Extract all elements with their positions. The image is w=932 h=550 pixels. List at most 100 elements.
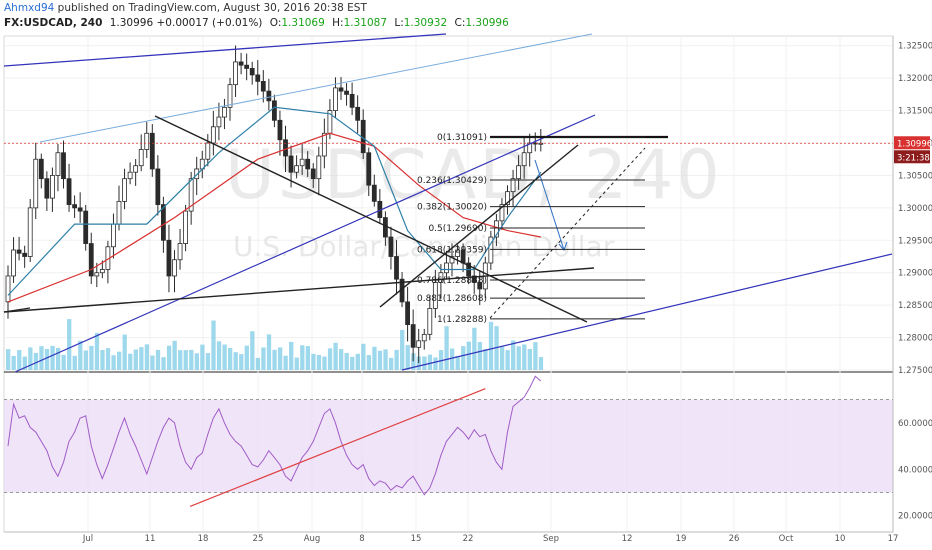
volume-bar: [11, 355, 16, 370]
author-link[interactable]: Ahmxd94: [4, 2, 55, 14]
trendline: [154, 115, 588, 323]
chart-header: Ahmxd94 published on TradingView.com, Au…: [0, 0, 932, 34]
volume-bar: [289, 341, 294, 370]
volume-bar: [261, 347, 266, 370]
candle-body: [233, 61, 238, 86]
candle-body: [194, 168, 200, 180]
candle-body: [499, 204, 505, 222]
candle-body: [227, 84, 233, 108]
rsi-pane: [4, 375, 893, 507]
volume-bar: [266, 334, 272, 370]
volume-bar: [516, 346, 521, 370]
volume-bar: [194, 353, 199, 370]
rsi-tick-label: 20.0000: [898, 512, 932, 522]
fib-level-label: 0(1.31091): [437, 133, 487, 143]
time-tick-label: 12: [622, 534, 633, 544]
moving-average-blue: [7, 106, 542, 296]
volume-bar: [311, 353, 316, 370]
candle-body: [44, 178, 50, 199]
volume-bar: [117, 351, 122, 370]
candle-body: [388, 236, 394, 257]
candle-body: [77, 207, 83, 212]
publish-text: published on TradingView.com, August 30,…: [57, 2, 367, 14]
candle-body: [111, 223, 116, 248]
candle-body: [88, 243, 94, 277]
fibonacci-retracement[interactable]: 0(1.31091) 0.236(1.30429) 0.382(1.30020) 0.…: [417, 133, 668, 325]
candle-body: [349, 93, 355, 108]
candle-body: [238, 61, 244, 66]
candle-body: [294, 165, 300, 173]
candle-body: [177, 243, 183, 261]
publish-info: Ahmxd94 published on TradingView.com, Au…: [4, 2, 367, 14]
trendline: [3, 33, 447, 67]
volume-bar: [239, 354, 244, 370]
rsi-tick-label: 60.0000: [898, 419, 932, 429]
candle-body: [305, 158, 311, 170]
volume-bar: [189, 349, 194, 370]
low-value: 1.30932: [403, 17, 448, 29]
candle-body: [266, 90, 272, 102]
symbol-label: FX:USDCAD, 240: [4, 17, 103, 29]
price-tick-label: 1.32500: [898, 42, 932, 52]
price-tick-label: 1.27500: [898, 366, 932, 376]
candle-body: [271, 100, 277, 121]
ohlc-line: FX:USDCAD, 240 1.30996 +0.00017 (+0.01%)…: [4, 17, 509, 29]
volume-bar: [372, 346, 377, 370]
volume-bar: [211, 320, 216, 370]
volume-bar: [394, 349, 399, 370]
volume-bar: [316, 354, 322, 370]
time-tick-label: Sep: [543, 534, 559, 544]
volume-bar: [94, 332, 100, 370]
price-tick-label: 1.28500: [898, 301, 932, 311]
candle-body: [149, 132, 155, 170]
dashed-projection: [489, 147, 646, 319]
candle-body: [22, 252, 28, 257]
fib-level-label: 0.881(1.28608): [417, 294, 487, 304]
volume-bar: [388, 357, 394, 370]
volume-bar: [416, 356, 421, 370]
time-tick-label: 8: [359, 534, 364, 544]
candle-body: [155, 168, 161, 206]
trendline: [379, 144, 579, 308]
volume-bar: [355, 353, 360, 370]
volume-bar: [488, 321, 494, 370]
fib-level-label: 0.618(1.29359): [417, 245, 487, 255]
volume-bar: [344, 352, 349, 370]
time-tick-label: 17: [888, 534, 899, 544]
volume-bar: [183, 350, 188, 370]
volume-bar: [361, 343, 366, 370]
countdown-value: 3:21:38: [897, 153, 930, 163]
volume-bar: [105, 348, 111, 370]
volume-bar: [17, 350, 22, 370]
candle-body: [321, 132, 327, 157]
time-tick-label: 19: [676, 534, 687, 544]
candle-body: [205, 142, 211, 160]
rsi-line: [7, 375, 542, 496]
candle-body: [38, 158, 44, 180]
candle-body: [394, 256, 399, 280]
time-tick-label: 26: [729, 534, 740, 544]
candle-body: [338, 87, 344, 92]
volume-bar: [527, 348, 532, 370]
candle-body: [283, 139, 288, 157]
volume-bar: [172, 340, 177, 370]
volume-bar: [178, 350, 183, 370]
volume-bar: [228, 348, 233, 370]
candle-body: [416, 340, 422, 348]
moving-average-red: [7, 132, 541, 303]
volume-bar: [300, 345, 305, 370]
candle-body: [288, 155, 294, 173]
volume-bar: [216, 341, 222, 370]
fib-level-label: 0.786(1.28888): [417, 276, 487, 286]
candle-body: [493, 220, 499, 238]
candle-body: [16, 249, 22, 254]
volume-bar: [333, 342, 338, 370]
candle-body: [310, 168, 316, 180]
price-tick-label: 1.32000: [898, 74, 932, 84]
volume-bar: [67, 319, 72, 370]
volume-bar: [327, 348, 333, 370]
candle-body: [299, 158, 305, 167]
projection-arrow: [534, 159, 565, 251]
time-tick-label: 15: [411, 534, 422, 544]
